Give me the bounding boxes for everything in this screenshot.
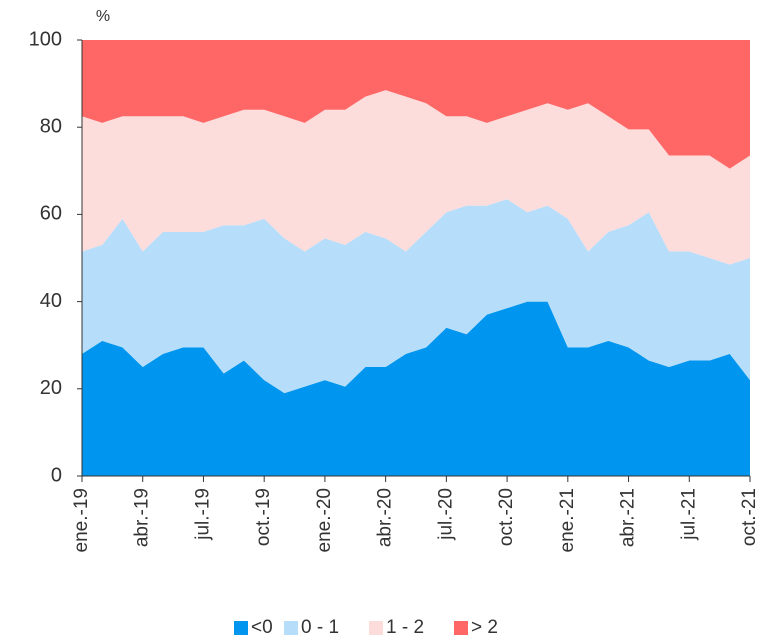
area <box>82 199 750 394</box>
x-tick-label: abr.-21 <box>618 488 639 547</box>
y-tick-label: 100 <box>29 28 62 50</box>
x-tick-label: ene.-20 <box>314 488 335 552</box>
legend-swatch <box>369 621 383 635</box>
y-tick-label: 20 <box>40 377 62 399</box>
x-tick-label: abr.-19 <box>132 488 153 547</box>
x-tick-label: oct.-19 <box>253 488 274 546</box>
y-tick-label: 80 <box>40 115 62 137</box>
x-tick-label: jul.-19 <box>192 488 213 541</box>
y-tick-label: 40 <box>40 290 62 312</box>
x-tick-label: jul.-20 <box>435 488 456 541</box>
x-tick-label: jul.-21 <box>678 488 699 541</box>
y-tick-label: 0 <box>51 464 62 486</box>
area <box>82 40 750 169</box>
legend-label: 0 - 1 <box>301 617 339 638</box>
y-tick-label: 60 <box>40 203 62 225</box>
area <box>82 301 750 476</box>
legend-label: <0 <box>251 617 273 638</box>
x-tick-label: ene.-21 <box>557 488 578 552</box>
x-tick-label: ene.-19 <box>71 488 92 552</box>
x-tick-label: abr.-20 <box>375 488 396 547</box>
area <box>82 90 750 265</box>
legend-label: 1 - 2 <box>386 617 424 638</box>
legend-label: > 2 <box>471 617 498 638</box>
legend-swatch <box>234 621 248 635</box>
y-axis-label: % <box>96 8 110 25</box>
legend-swatch <box>284 621 298 635</box>
x-tick-label: oct.-20 <box>496 488 517 546</box>
legend-swatch <box>454 621 468 635</box>
x-tick-label: oct.-21 <box>739 488 760 546</box>
